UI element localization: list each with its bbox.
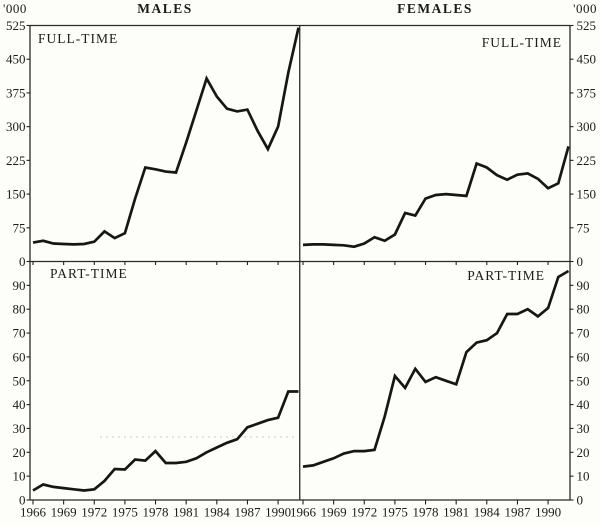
y-axis-tick-label: 450: [577, 52, 597, 67]
y-axis-tick-label: 70: [13, 326, 26, 341]
y-axis-tick-label: 375: [577, 85, 597, 100]
y-axis-tick-label: 75: [577, 220, 590, 235]
x-axis-tick-label: 1987: [504, 505, 531, 520]
series-line-females-part-time: [302, 269, 570, 468]
y-axis-tick-label: 0: [577, 254, 584, 269]
y-axis-tick-label: 10: [577, 469, 590, 484]
y-axis-tick-label: 20: [13, 445, 26, 460]
panel-label-males-full-time: FULL-TIME: [38, 31, 119, 46]
x-axis-tick-label: 1990: [265, 505, 291, 520]
x-axis-tick-label: 1972: [351, 505, 377, 520]
y-axis-tick-label: 30: [577, 421, 590, 436]
y-axis-tick-label: 0: [19, 254, 26, 269]
x-axis-tick-label: 1969: [51, 505, 77, 520]
y-axis-tick-label: 300: [6, 119, 26, 134]
y-axis-tick-label: 40: [577, 397, 590, 412]
y-axis-tick-label: 60: [577, 349, 590, 364]
y-axis-tick-label: 70: [577, 326, 590, 341]
series-line-males-part-time: [32, 390, 299, 492]
y-axis-tick-label: 0: [19, 493, 26, 508]
x-axis-tick-label: 1987: [234, 505, 261, 520]
y-axis-units-right: '000: [573, 1, 597, 16]
y-axis-units-left: '000: [3, 1, 27, 16]
y-axis-tick-label: 0: [577, 493, 584, 508]
x-axis-tick-label: 1969: [321, 505, 347, 520]
y-axis-tick-label: 80: [13, 302, 26, 317]
x-axis-tick-label: 1981: [443, 505, 469, 520]
y-axis-tick-label: 225: [577, 153, 597, 168]
series-line-females-full-time: [302, 146, 570, 249]
series-line-males-full-time: [32, 27, 300, 246]
x-axis-tick-label: 1981: [173, 505, 199, 520]
x-axis-tick-label: 1966: [20, 505, 47, 520]
y-axis-tick-label: 75: [13, 220, 26, 235]
x-axis-tick-label: 1975: [112, 505, 138, 520]
y-axis-tick-label: 150: [6, 187, 26, 202]
y-axis-tick-label: 525: [6, 18, 26, 33]
y-axis-tick-label: 50: [13, 373, 26, 388]
y-axis-tick-label: 10: [13, 469, 26, 484]
x-axis-tick-label: 1978: [413, 505, 439, 520]
y-axis-tick-label: 90: [577, 278, 590, 293]
y-axis-tick-label: 20: [577, 445, 590, 460]
y-axis-tick-label: 225: [6, 153, 26, 168]
x-axis-tick-label: 1984: [204, 505, 231, 520]
chart-title-females: FEMALES: [397, 1, 473, 16]
y-axis-tick-label: 50: [577, 373, 590, 388]
x-axis-tick-label: 1966: [290, 505, 317, 520]
x-axis-tick-label: 1978: [143, 505, 169, 520]
x-axis-tick-label: 1972: [81, 505, 107, 520]
panel-label-males-part-time: PART-TIME: [50, 266, 128, 281]
y-axis-tick-label: 450: [6, 52, 26, 67]
y-axis-tick-label: 375: [6, 85, 26, 100]
y-axis-tick-label: 40: [13, 397, 26, 412]
y-axis-tick-label: 525: [577, 18, 597, 33]
x-axis-tick-label: 1990: [535, 505, 561, 520]
y-axis-tick-label: 60: [13, 349, 26, 364]
panel-label-females-full-time: FULL-TIME: [481, 35, 562, 50]
y-axis-tick-label: 90: [13, 278, 26, 293]
panel-label-females-part-time: PART-TIME: [467, 268, 545, 283]
y-axis-tick-label: 150: [577, 187, 597, 202]
y-axis-tick-label: 300: [577, 119, 597, 134]
y-axis-tick-label: 80: [577, 302, 590, 317]
y-axis-tick-label: 30: [13, 421, 26, 436]
x-axis-tick-label: 1975: [382, 505, 408, 520]
x-axis-tick-label: 1984: [474, 505, 501, 520]
chart-title-males: MALES: [137, 1, 193, 16]
